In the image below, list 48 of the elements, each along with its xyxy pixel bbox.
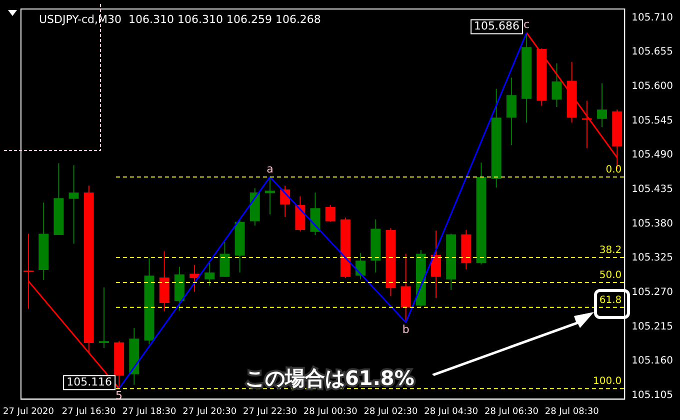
x-tick-label: 27 Jul 20:30 [182,406,237,417]
y-tick-label: 105.215 [632,321,674,332]
annotation: b [402,322,410,336]
candlestick [98,286,109,349]
annotation: 38.2 [599,245,622,256]
candlestick [220,241,230,278]
annotation: 50.0 [599,270,622,282]
chart-title: USDJPY-cd,M30 106.310 106.310 106.259 106.268 [38,12,321,26]
x-tick-label: 27 Jul 18:30 [122,406,176,417]
x-tick-label: 28 Jul 08:30 [544,406,600,417]
y-tick-label: 105.325 [632,252,674,264]
candlestick [325,204,336,222]
candlestick [190,264,200,292]
x-tick-label: 28 Jul 00:30 [303,406,358,417]
x-tick-label: 27 Jul 2020 [3,406,54,417]
y-tick-label: 105.490 [632,150,674,161]
annotation: この場合は61.8% [245,366,414,390]
candlestick [506,77,516,146]
annotation: c [524,18,530,32]
y-tick-label: 105.270 [632,287,674,298]
candlestick [265,176,275,215]
annotation: 61.8 [599,295,622,306]
candlestick [204,262,215,286]
y-tick-label: 105.380 [632,218,674,230]
y-tick-label: 105.160 [632,356,674,367]
annotation: 0.0 [606,164,622,176]
candlestick [68,164,79,244]
y-tick-label: 105.600 [632,81,674,92]
data-label: 105.686 [474,20,520,33]
annotation: a [266,162,274,176]
x-tick-label: 27 Jul 16:30 [62,406,116,417]
annotation: 5 [116,388,123,402]
y-tick-label: 105.710 [632,12,674,24]
candlestick [356,252,366,280]
candlestick [431,230,441,299]
candlestick [597,82,607,128]
y-tick-label: 105.435 [632,184,674,196]
data-label: 105.116 [66,375,112,388]
y-tick-label: 105.655 [632,46,674,58]
y-tick-label: 105.545 [632,115,674,126]
x-tick-label: 27 Jul 22:30 [242,406,298,417]
candlestick [400,253,411,323]
candlestick [552,62,562,108]
annotation: 100.0 [593,376,622,388]
x-tick-label: 28 Jul 06:30 [484,406,539,417]
x-tick-label: 28 Jul 04:30 [424,406,478,417]
y-tick-label: 105.105 [632,390,674,402]
x-tick-label: 28 Jul 02:30 [364,406,418,417]
